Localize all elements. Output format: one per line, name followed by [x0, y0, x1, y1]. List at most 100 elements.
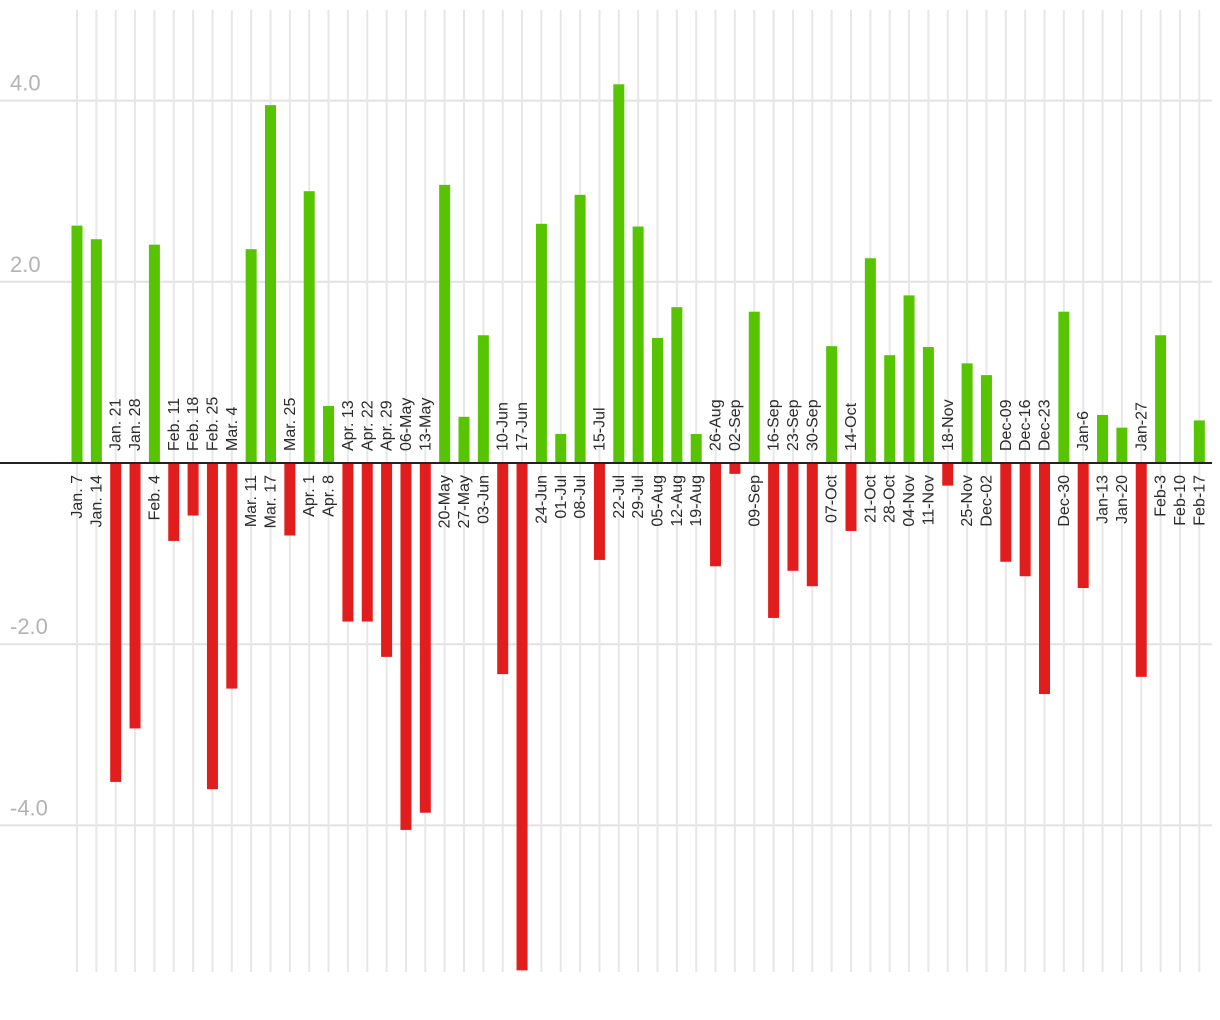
bar-apr-29: [381, 463, 393, 657]
x-tick-label: 28-Oct: [882, 474, 899, 523]
x-tick-label: 27-May: [456, 475, 473, 528]
x-tick-label: Dec-16: [1017, 399, 1034, 451]
bar-12-aug: [671, 307, 683, 463]
bar-18-nov: [942, 463, 954, 486]
x-tick-label: Mar. 4: [224, 406, 241, 451]
bar-jan-6: [1077, 463, 1089, 589]
bar-apr-1: [303, 191, 315, 463]
x-tick-label: 10-Jun: [495, 402, 512, 451]
x-tick-label: 30-Sep: [804, 399, 821, 451]
bar-jan-27: [1135, 463, 1147, 677]
x-tick-label: 08-Jul: [572, 475, 589, 519]
x-tick-label: Jan. 28: [127, 398, 144, 451]
x-tick-label: Apr. 22: [359, 400, 376, 451]
y-tick-label: 2.0: [10, 252, 41, 277]
x-tick-label: Feb-10: [1172, 475, 1189, 526]
x-tick-label: Apr. 13: [340, 400, 357, 451]
x-tick-label: Jan-13: [1095, 475, 1112, 524]
bar-15-jul: [593, 463, 605, 560]
x-tick-label: Feb. 4: [146, 475, 163, 520]
x-tick-label: Feb. 25: [204, 397, 221, 451]
bar-20-may: [439, 184, 451, 464]
bar-21-oct: [864, 258, 876, 463]
bar-jan-20: [1116, 427, 1128, 463]
bar-24-jun: [535, 223, 547, 463]
x-tick-label: Jan-27: [1133, 402, 1150, 451]
x-tick-label: 09-Sep: [746, 475, 763, 527]
bar-05-aug: [652, 337, 663, 463]
bar-23-sep: [787, 463, 799, 571]
bar-jan-21: [110, 463, 122, 782]
x-tick-label: 15-Jul: [591, 407, 608, 451]
x-tick-label: Mar. 17: [263, 475, 280, 528]
bar-10-jun: [497, 463, 509, 675]
x-tick-label: 05-Aug: [650, 475, 667, 527]
bar-14-oct: [845, 463, 857, 531]
x-tick-label: 03-Jun: [475, 475, 492, 524]
bar-feb-3: [1155, 335, 1167, 463]
x-tick-label: 19-Aug: [688, 475, 705, 527]
bar-16-sep: [768, 463, 780, 618]
x-tick-label: 26-Aug: [708, 399, 725, 451]
bar-01-jul: [555, 434, 567, 463]
bar-dec-30: [1058, 311, 1070, 463]
x-tick-label: Jan. 7: [69, 475, 86, 519]
x-tick-label: Feb-3: [1153, 475, 1170, 517]
bar-04-nov: [903, 295, 915, 463]
x-tick-label: 04-Nov: [901, 475, 918, 527]
bar-dec-09: [1000, 463, 1012, 562]
bar-dec-16: [1019, 463, 1031, 577]
bar-mar-25: [284, 463, 296, 536]
bar-dec-23: [1039, 463, 1050, 695]
x-tick-label: 18-Nov: [940, 399, 957, 451]
x-tick-label: Apr. 8: [321, 475, 338, 517]
bar-07-oct: [826, 346, 838, 463]
bar-11-nov: [922, 347, 934, 463]
x-tick-label: 29-Jul: [630, 475, 647, 519]
bar-28-oct: [884, 355, 896, 463]
x-tick-label: Feb-17: [1191, 475, 1208, 526]
bar-mar-4: [226, 463, 238, 689]
x-tick-label: 13-May: [417, 398, 434, 451]
bar-02-sep: [729, 463, 741, 474]
x-tick-label: Dec-30: [1056, 475, 1073, 527]
bar-09-sep: [748, 311, 760, 463]
x-tick-label: Mar. 25: [282, 398, 299, 451]
x-tick-label: 21-Oct: [862, 474, 879, 523]
bar-22-jul: [613, 84, 625, 463]
x-tick-label: 14-Oct: [843, 402, 860, 451]
bar-30-sep: [806, 463, 818, 587]
bar-feb-17: [1193, 420, 1205, 463]
x-tick-label: 07-Oct: [824, 474, 841, 523]
bar-apr-22: [361, 463, 373, 622]
bar-mar-17: [265, 105, 276, 463]
x-tick-label: 25-Nov: [959, 475, 976, 527]
x-tick-label: Jan. 14: [88, 475, 105, 528]
x-tick-label: 17-Jun: [514, 402, 531, 451]
x-tick-label: Apr. 29: [379, 400, 396, 451]
bar-25-nov: [961, 363, 973, 463]
bar-mar-11: [245, 249, 257, 463]
x-tick-label: Jan-20: [1114, 475, 1131, 524]
x-tick-label: 22-Jul: [611, 475, 628, 519]
x-tick-label: Dec-23: [1037, 399, 1054, 451]
x-tick-label: 02-Sep: [727, 399, 744, 451]
x-tick-label: Mar. 11: [243, 475, 260, 527]
y-tick-label: 4.0: [10, 71, 41, 96]
bar-06-may: [400, 463, 412, 830]
x-tick-label: Apr. 1: [301, 475, 318, 517]
bar-03-jun: [477, 335, 489, 463]
bar-jan-7: [71, 225, 83, 463]
bar-27-may: [458, 416, 470, 463]
x-tick-label: 16-Sep: [766, 399, 783, 451]
x-axis-ticks: Jan. 7 Jan. 14 Jan. 21 Jan. 28 Feb. 4 Feb. 11…: [69, 397, 1208, 529]
x-tick-label: 24-Jun: [533, 475, 550, 524]
x-tick-label: Jan. 21: [108, 398, 125, 451]
bar-apr-8: [323, 405, 335, 463]
y-tick-label: -4.0: [10, 795, 48, 820]
bar-13-may: [419, 463, 431, 813]
x-tick-label: 12-Aug: [669, 475, 686, 527]
bar-jan-28: [129, 463, 141, 729]
x-tick-label: Dec-09: [998, 399, 1015, 451]
